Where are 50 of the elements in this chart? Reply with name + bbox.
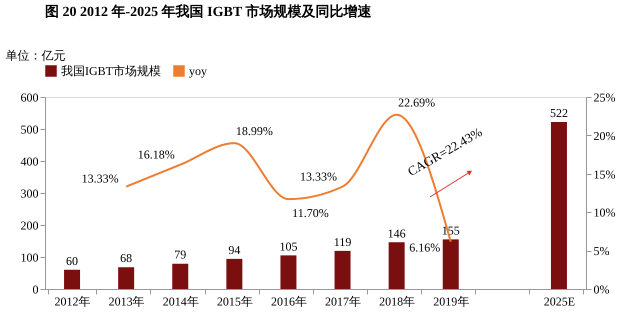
data-label: 13.33%	[300, 170, 338, 184]
data-label: 6.16%	[409, 240, 440, 255]
y-tick-label: 100	[20, 250, 38, 264]
y-tick-label: 0	[32, 282, 38, 296]
y-axis-title: 单位：亿元	[6, 48, 66, 62]
x-tick-label: 2012年	[54, 294, 91, 308]
legend-label: 我国IGBT市场规模	[61, 64, 161, 78]
x-tick-label: 2017年	[325, 294, 362, 308]
bar	[442, 239, 459, 289]
bar	[172, 264, 188, 289]
y2-tick-label: 20%	[594, 128, 616, 143]
data-label: 22.69%	[398, 96, 436, 110]
data-label: 18.99%	[236, 124, 273, 138]
y2-tick-label: 25%	[594, 90, 616, 104]
chart-title: 图 20 2012 年-2025 年我国 IGBT 市场规模及同比增速	[45, 3, 372, 20]
x-tick-label: 2025E	[544, 294, 576, 308]
y-tick-label: 500	[20, 122, 38, 136]
y2-tick-label: 10%	[594, 206, 616, 220]
x-tick-label: 2013年	[108, 294, 145, 308]
y2-tick-label: 15%	[594, 167, 616, 182]
y-tick-label: 200	[20, 218, 38, 232]
bar	[280, 255, 296, 289]
y-tick-label: 600	[20, 90, 38, 104]
x-tick-label: 2019年	[433, 294, 470, 308]
y2-tick-label: 5%	[594, 244, 610, 258]
bar	[226, 258, 242, 289]
data-label: 146	[388, 226, 406, 240]
x-tick-label: 2016年	[270, 294, 307, 308]
y-tick-label: 300	[20, 186, 38, 200]
data-label: 105	[279, 239, 298, 254]
bar	[118, 267, 134, 289]
data-label: 13.33%	[82, 172, 119, 186]
y2-tick-label: 0%	[594, 282, 610, 296]
data-label: 119	[334, 234, 352, 249]
y-tick-label: 400	[20, 154, 38, 168]
x-tick-label: 2015年	[216, 294, 253, 308]
x-tick-label: 2018年	[379, 294, 416, 308]
bar	[550, 122, 567, 289]
data-label: 522	[550, 106, 568, 120]
data-label: 94	[228, 242, 240, 257]
data-label: 11.70%	[292, 206, 329, 220]
bar	[64, 270, 80, 289]
bar	[334, 250, 351, 289]
bar	[388, 242, 405, 289]
x-tick-label: 2014年	[162, 294, 199, 308]
data-label: 16.18%	[138, 148, 175, 162]
data-label: 79	[174, 248, 186, 262]
data-label: 68	[120, 251, 132, 266]
legend-label: yoy	[189, 64, 207, 78]
data-label: 60	[66, 254, 78, 268]
